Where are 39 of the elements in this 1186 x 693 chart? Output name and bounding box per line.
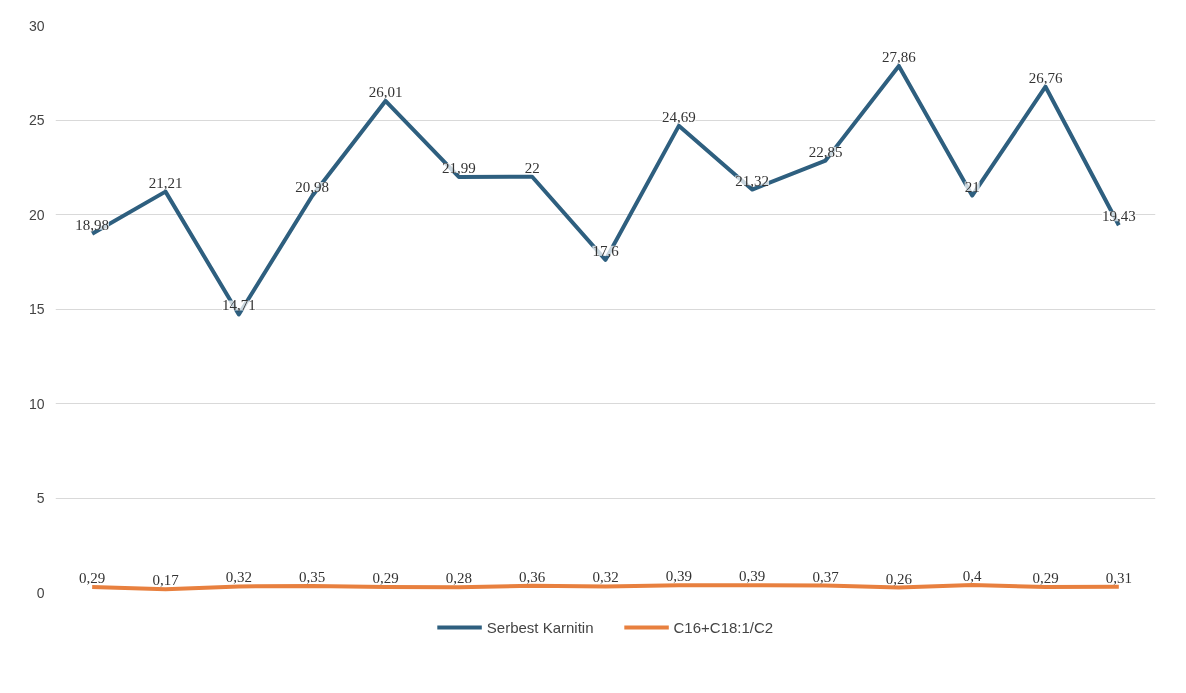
data-label: 0,17 <box>152 572 180 589</box>
data-label: 0,28 <box>445 570 472 587</box>
y-tick-label: 15 <box>28 301 45 317</box>
data-label: 14,71 <box>221 297 256 314</box>
data-label: 21,99 <box>441 159 476 176</box>
y-tick-label: 10 <box>28 395 45 412</box>
data-label: 0,37 <box>812 568 840 585</box>
y-tick-label: 20 <box>28 206 45 223</box>
data-label: 21 <box>964 178 980 195</box>
data-label: 18,98 <box>75 216 110 233</box>
data-label: 0,32 <box>592 569 619 586</box>
y-tick-label: 0 <box>36 584 45 601</box>
legend-label: Serbest Karnitin <box>486 618 594 636</box>
data-label: 21,21 <box>148 174 183 191</box>
y-tick-label: 25 <box>28 112 45 128</box>
data-label: 22 <box>524 159 540 176</box>
data-label: 0,29 <box>79 570 106 587</box>
data-label: 0,29 <box>1032 570 1059 587</box>
data-label: 26,76 <box>1028 69 1063 86</box>
data-label: 0,36 <box>519 568 546 585</box>
data-label: 21,32 <box>735 172 770 189</box>
data-label: 27,86 <box>881 48 917 65</box>
data-label: 17,6 <box>592 242 620 259</box>
legend-label: C16+C18:1/C2 <box>673 618 774 636</box>
y-tick-label: 5 <box>36 490 45 506</box>
data-label: 0,4 <box>962 567 983 584</box>
data-label: 0,32 <box>225 569 252 586</box>
data-label: 0,39 <box>665 568 692 585</box>
y-tick-label: 30 <box>28 17 45 34</box>
data-label: 26,01 <box>368 83 403 100</box>
data-label: 0,29 <box>372 570 399 587</box>
data-label: 19,43 <box>1101 208 1136 225</box>
data-label: 20,98 <box>295 178 330 195</box>
data-label: 0,39 <box>739 568 766 585</box>
data-label: 0,26 <box>885 570 913 587</box>
data-label: 0,31 <box>1105 569 1132 586</box>
data-label: 22,85 <box>808 143 843 160</box>
data-label: 0,35 <box>299 568 326 585</box>
data-label: 24,69 <box>661 108 696 125</box>
